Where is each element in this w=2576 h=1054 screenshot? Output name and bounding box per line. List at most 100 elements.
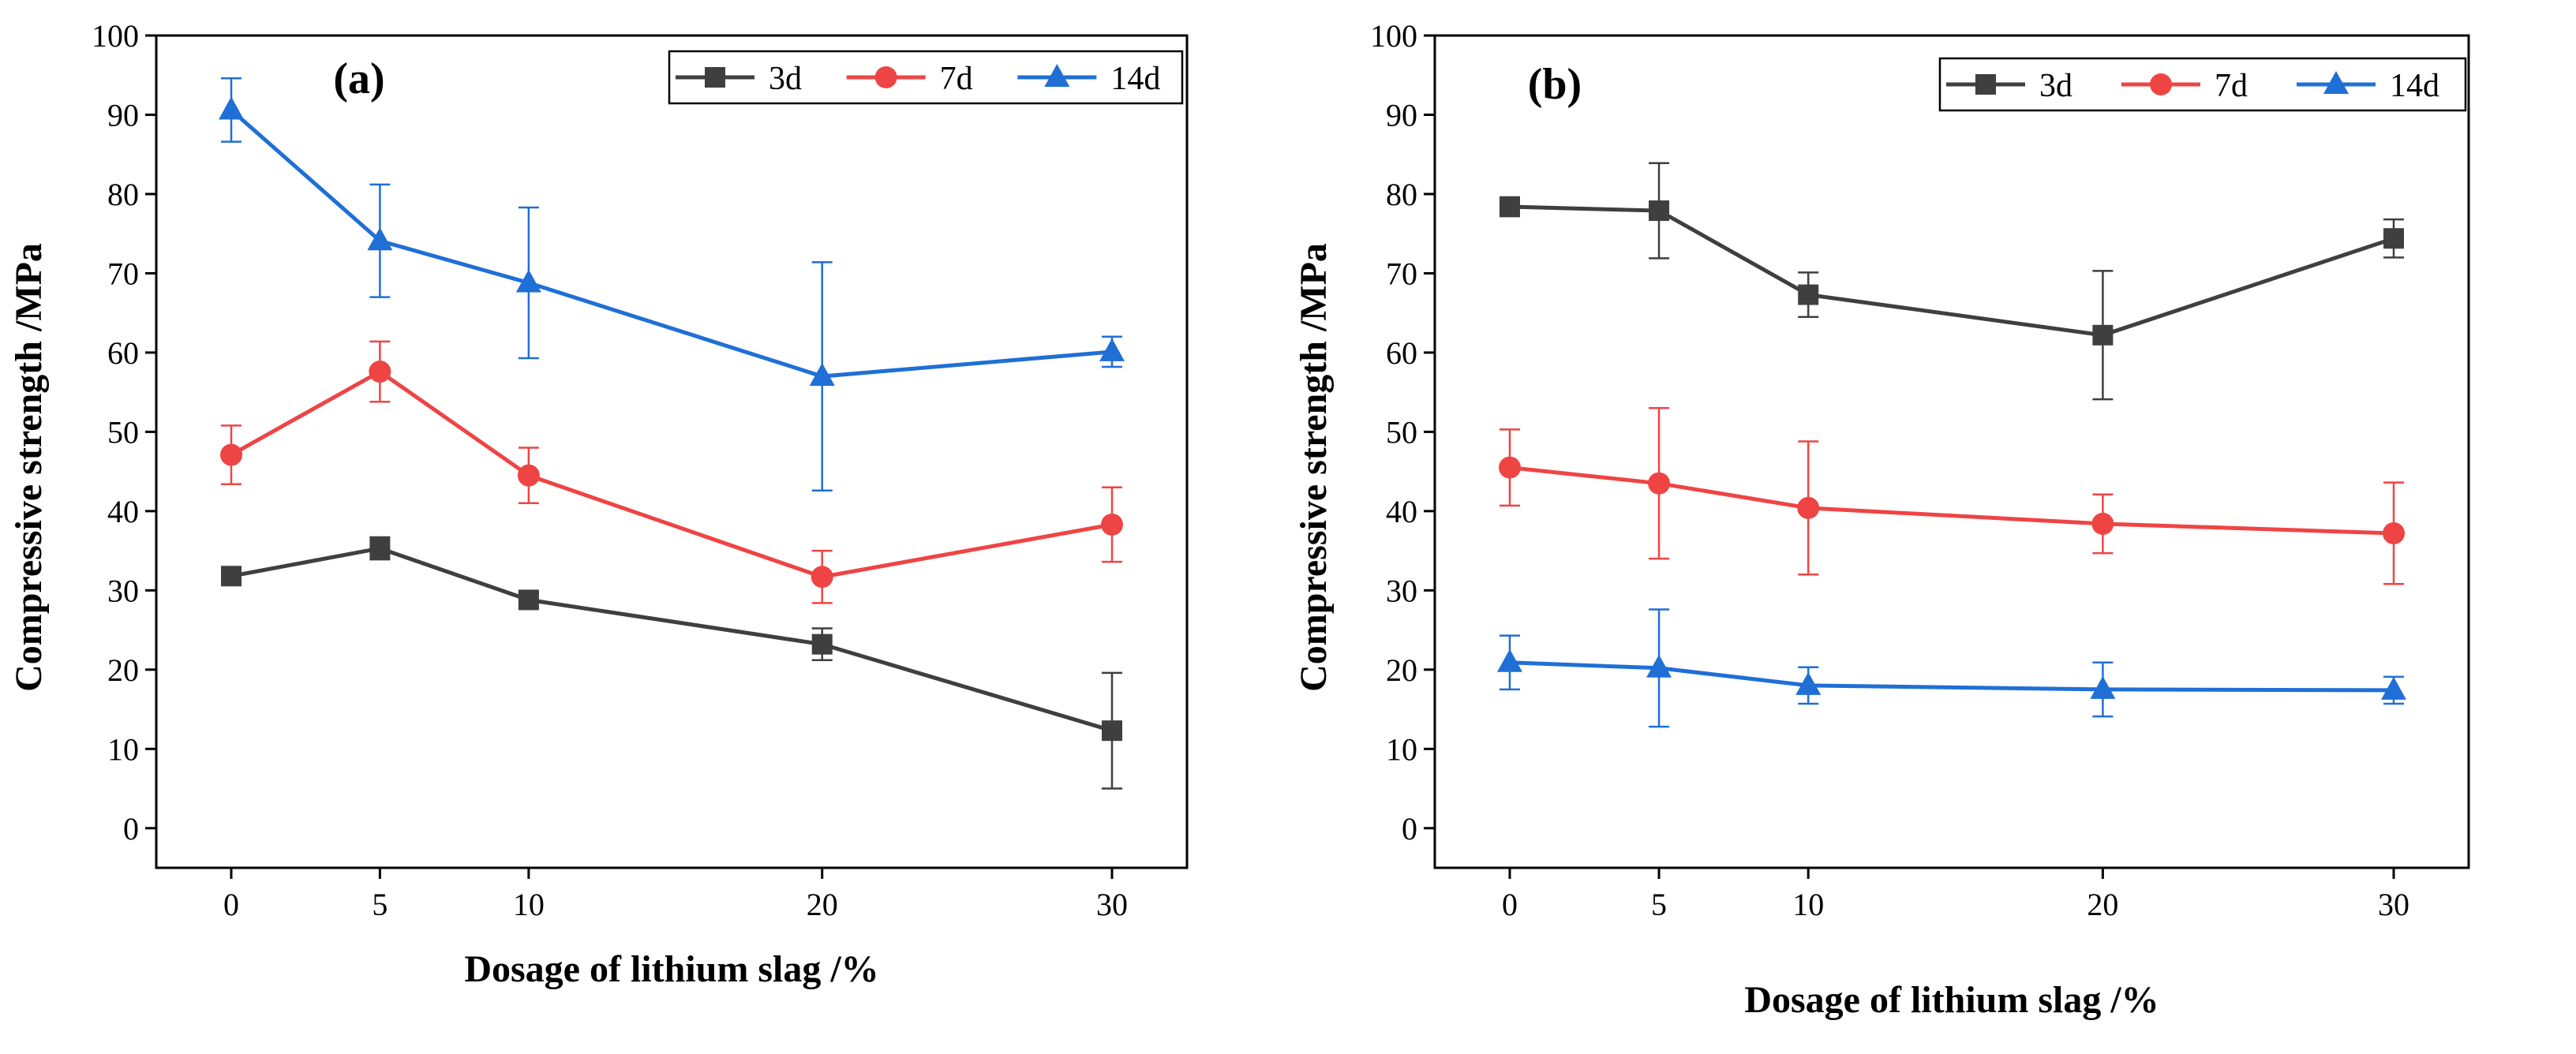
plot-frame [155,34,1189,869]
legend-label-14d: 14d [1110,61,1160,97]
legend-marker-14d [2323,71,2349,94]
x-tick-label: 10 [513,887,545,922]
data-point [219,96,244,120]
legend-label-7d: 7d [940,61,973,97]
legend: 3d 7d 14d [668,50,1184,105]
series-7d [220,340,1123,604]
legend-box [668,50,1184,105]
x-tick-label: 5 [372,887,388,922]
x-tick-label: 20 [807,887,838,922]
y-tick-label: 40 [107,494,139,529]
legend-label-3d: 3d [2039,68,2072,104]
data-point [1797,496,1820,519]
data-point [2092,324,2114,346]
data-point [369,361,391,383]
data-point [1101,513,1123,536]
x-tick-label: 30 [1096,887,1128,922]
y-tick-label: 60 [1386,335,1417,371]
x-tick-label: 5 [1651,887,1667,922]
data-point [221,566,242,587]
y-axis-title: Compressive strength /MPa [8,243,50,692]
y-tick-label: 90 [1386,97,1417,133]
x-tick-label: 0 [223,887,239,922]
x-tick-label: 0 [1502,887,1518,922]
chart-panel-b: 0 10 20 30 40 50 60 70 80 90 100 0 5 10 20 30 Dosage of … [1293,18,2470,1021]
series-14d [1497,608,2406,728]
series-line-3d [230,546,1113,733]
series-14d [219,77,1125,491]
data-point [811,566,833,589]
y-tick-label: 30 [1386,573,1417,608]
data-point [515,269,541,293]
legend-marker-14d [1044,64,1070,87]
data-point [1649,200,1670,222]
legend-marker-7d [2150,73,2172,95]
legend-label-7d: 7d [2215,68,2248,104]
series-3d [1500,162,2404,401]
data-point [517,464,540,487]
series-line-14d [230,108,1113,379]
data-point [1102,720,1122,742]
data-point [220,443,242,466]
y-tick-label: 10 [107,731,139,767]
series-3d [221,536,1122,790]
data-point [1798,284,1819,305]
data-point [2090,675,2116,699]
series-line-7d [1509,465,2394,536]
data-point [809,363,835,387]
y-tick-label: 80 [107,177,139,212]
x-tick-label: 20 [2087,887,2118,922]
y-tick-label: 0 [1402,811,1417,847]
y-tick-label: 0 [123,811,139,847]
x-tick-label: 10 [1792,887,1824,922]
data-point [2091,512,2114,535]
plot-frame [1433,34,2470,869]
data-point [2383,228,2404,249]
y-tick-label: 10 [1386,731,1417,767]
y-tick-label: 100 [92,18,139,54]
legend-label-14d: 14d [2390,68,2439,104]
x-axis-title: Dosage of lithium slag /% [464,948,878,990]
y-tick-label: 30 [107,573,139,608]
y-tick-label: 50 [107,414,139,450]
series-line-14d [1509,660,2394,693]
y-tick-label: 80 [1386,177,1417,212]
y-tick-label: 90 [107,97,139,133]
data-point [1499,456,1521,479]
y-tick-label: 40 [1386,494,1417,529]
data-point [367,227,393,251]
data-point [1497,648,1522,672]
y-tick-label: 70 [1386,256,1417,291]
data-point [1648,472,1671,495]
series-line-3d [1509,204,2394,338]
legend-label-3d: 3d [769,61,802,97]
panel-label: (a) [333,54,384,103]
y-axis-title: Compressive strength /MPa [1293,243,1335,692]
y-tick-label: 20 [1386,652,1417,688]
y-tick-label: 50 [1386,414,1417,450]
data-point [1646,654,1672,678]
legend-marker-3d [1975,74,1996,95]
data-point [369,538,391,559]
data-point [811,634,833,655]
y-tick-label: 20 [107,652,139,688]
panel-label: (b) [1528,60,1582,109]
data-point [518,589,539,611]
data-point [1500,196,1520,218]
y-tick-label: 100 [1370,18,1417,54]
y-tick-label: 60 [107,335,139,371]
data-point [1795,671,1822,695]
chart-panel-a: 0 10 20 30 40 50 60 70 80 90 100 0 5 10 20 30 Dosage of … [8,18,1189,990]
legend: 3d 7d 14d [1938,57,2467,112]
x-axis-title: Dosage of lithium slag /% [1744,979,2159,1021]
legend-box [1938,57,2467,112]
series-7d [1499,406,2405,585]
legend-marker-3d [705,67,725,88]
series-line-7d [230,369,1113,579]
data-point [2381,676,2406,700]
legend-marker-7d [874,66,897,88]
data-point [1099,338,1125,361]
y-tick-label: 70 [107,256,139,291]
data-point [2383,521,2405,544]
